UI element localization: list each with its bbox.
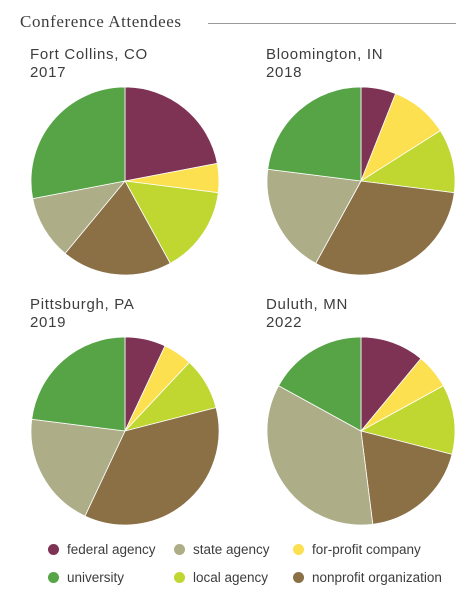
chart-header: Conference Attendees bbox=[20, 12, 460, 38]
pie-slice-university bbox=[31, 336, 126, 432]
pie-panel-bloomington: Bloomington, IN 2018 bbox=[266, 46, 474, 306]
legend-label: federal agency bbox=[67, 541, 156, 557]
pie-chart-bloomington bbox=[266, 86, 456, 276]
pie-slice-local-agency bbox=[124, 180, 219, 264]
legend-label: local agency bbox=[193, 569, 269, 585]
pie-chart-duluth bbox=[266, 336, 456, 526]
legend-label: state agency bbox=[193, 541, 270, 557]
pie-slice-local-agency bbox=[359, 385, 456, 455]
panel-year-label: 2019 bbox=[30, 314, 67, 331]
legend-item-university: university bbox=[48, 568, 124, 586]
pie-chart-pittsburgh bbox=[30, 336, 220, 526]
pie-panel-pittsburgh: Pittsburgh, PA 2019 bbox=[30, 296, 250, 556]
legend-item-nonprofit-organization: nonprofit organization bbox=[293, 568, 442, 586]
pie-slice-university bbox=[278, 336, 362, 432]
pie-panel-fort-collins: Fort Collins, CO 2017 bbox=[30, 46, 250, 306]
pie-chart-fort-collins bbox=[30, 86, 220, 276]
pie-slice-university bbox=[267, 86, 362, 182]
legend-item-local-agency: local agency bbox=[174, 568, 268, 586]
panel-year-label: 2018 bbox=[266, 64, 303, 81]
legend-swatch-local-agency bbox=[174, 571, 185, 583]
legend-label: university bbox=[67, 569, 125, 585]
pie-slice-nonprofit-organization bbox=[64, 180, 171, 276]
pie-slice-nonprofit-organization bbox=[84, 407, 220, 526]
pie-slice-state-agency bbox=[32, 180, 127, 254]
pie-slice-nonprofit-organization bbox=[360, 430, 453, 525]
panel-year-label: 2022 bbox=[266, 314, 303, 331]
pie-slice-university bbox=[30, 86, 126, 200]
legend-swatch-state-agency bbox=[174, 543, 185, 555]
pie-slice-federal-agency bbox=[124, 86, 218, 182]
legend-label: for-profit company bbox=[312, 541, 421, 557]
legend-item-federal-agency: federal agency bbox=[48, 540, 156, 558]
pie-panel-duluth: Duluth, MN 2022 bbox=[266, 296, 474, 556]
legend-item-state-agency: state agency bbox=[174, 540, 270, 558]
pie-slice-nonprofit-organization bbox=[315, 180, 455, 276]
chart-title: Conference Attendees bbox=[20, 12, 182, 31]
chart-legend: federal agency state agency for-profit c… bbox=[48, 538, 468, 594]
pie-slice-local-agency bbox=[359, 130, 456, 194]
panel-city-label: Bloomington, IN bbox=[266, 46, 384, 63]
pie-slice-state-agency bbox=[266, 168, 362, 264]
pie-slice-state-agency bbox=[266, 385, 374, 526]
panel-city-label: Fort Collins, CO bbox=[30, 46, 148, 63]
legend-swatch-university bbox=[48, 571, 59, 583]
panel-city-label: Duluth, MN bbox=[266, 296, 349, 313]
pie-slice-federal-agency bbox=[360, 336, 422, 433]
panel-year-label: 2017 bbox=[30, 64, 67, 81]
panel-city-label: Pittsburgh, PA bbox=[30, 296, 135, 313]
legend-swatch-federal-agency bbox=[48, 543, 59, 555]
legend-swatch-for-profit-company bbox=[293, 543, 304, 555]
header-rule bbox=[208, 23, 456, 24]
legend-label: nonprofit organization bbox=[312, 569, 442, 585]
pie-slice-state-agency bbox=[30, 418, 126, 517]
legend-swatch-nonprofit-organization bbox=[293, 571, 304, 583]
legend-item-for-profit-company: for-profit company bbox=[293, 540, 421, 558]
